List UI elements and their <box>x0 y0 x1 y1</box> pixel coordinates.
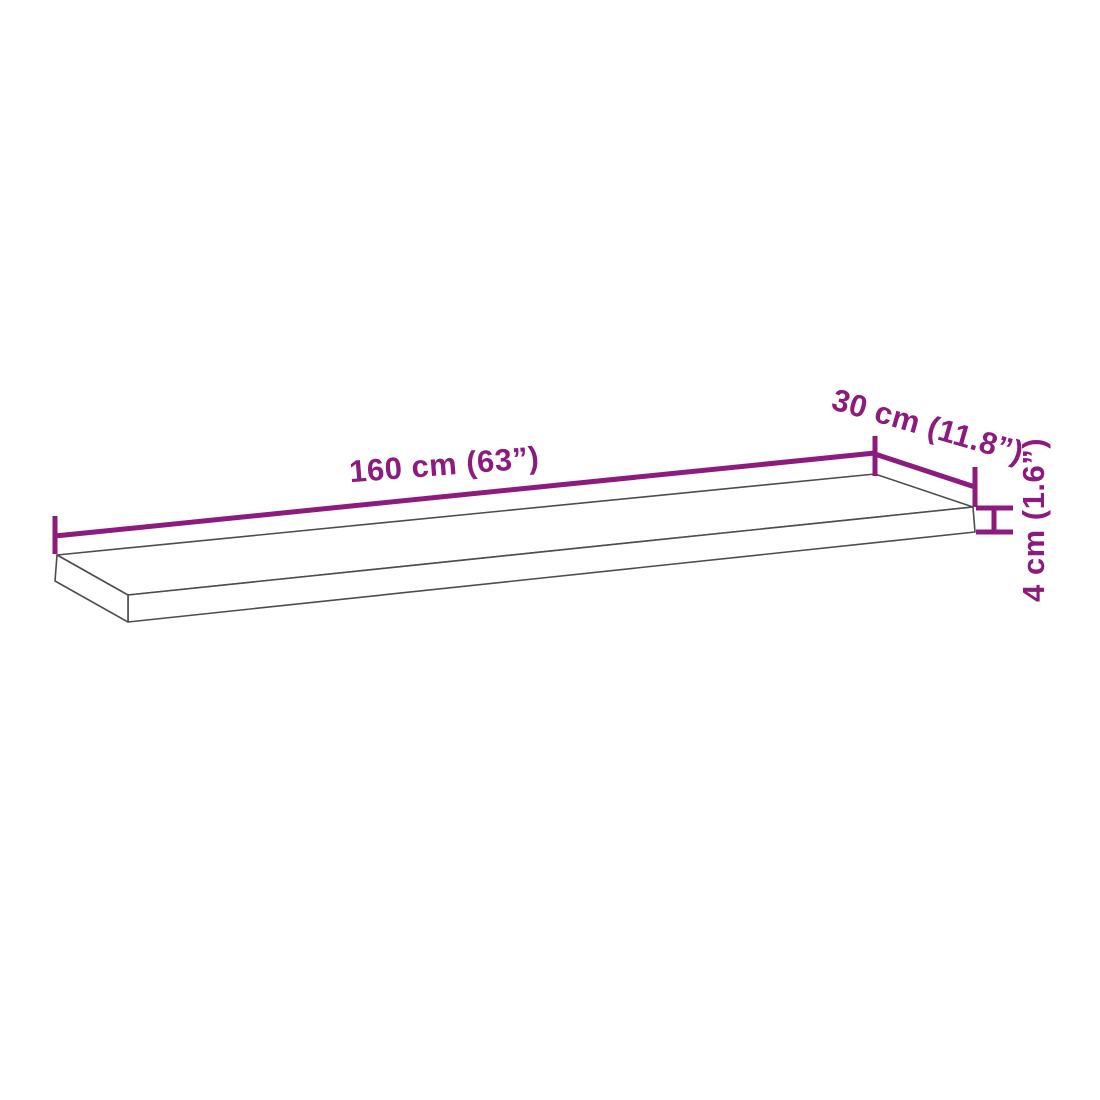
length-dimension-label: 160 cm (63”) <box>348 440 541 490</box>
thickness-dimension-label: 4 cm (1.6”) <box>1016 438 1051 602</box>
depth-dimension-line <box>874 451 976 490</box>
board-left-end-face <box>54 554 129 623</box>
length-dimension-line <box>54 450 876 539</box>
thickness-dimension: 4 cm (1.6”) <box>976 438 1051 602</box>
